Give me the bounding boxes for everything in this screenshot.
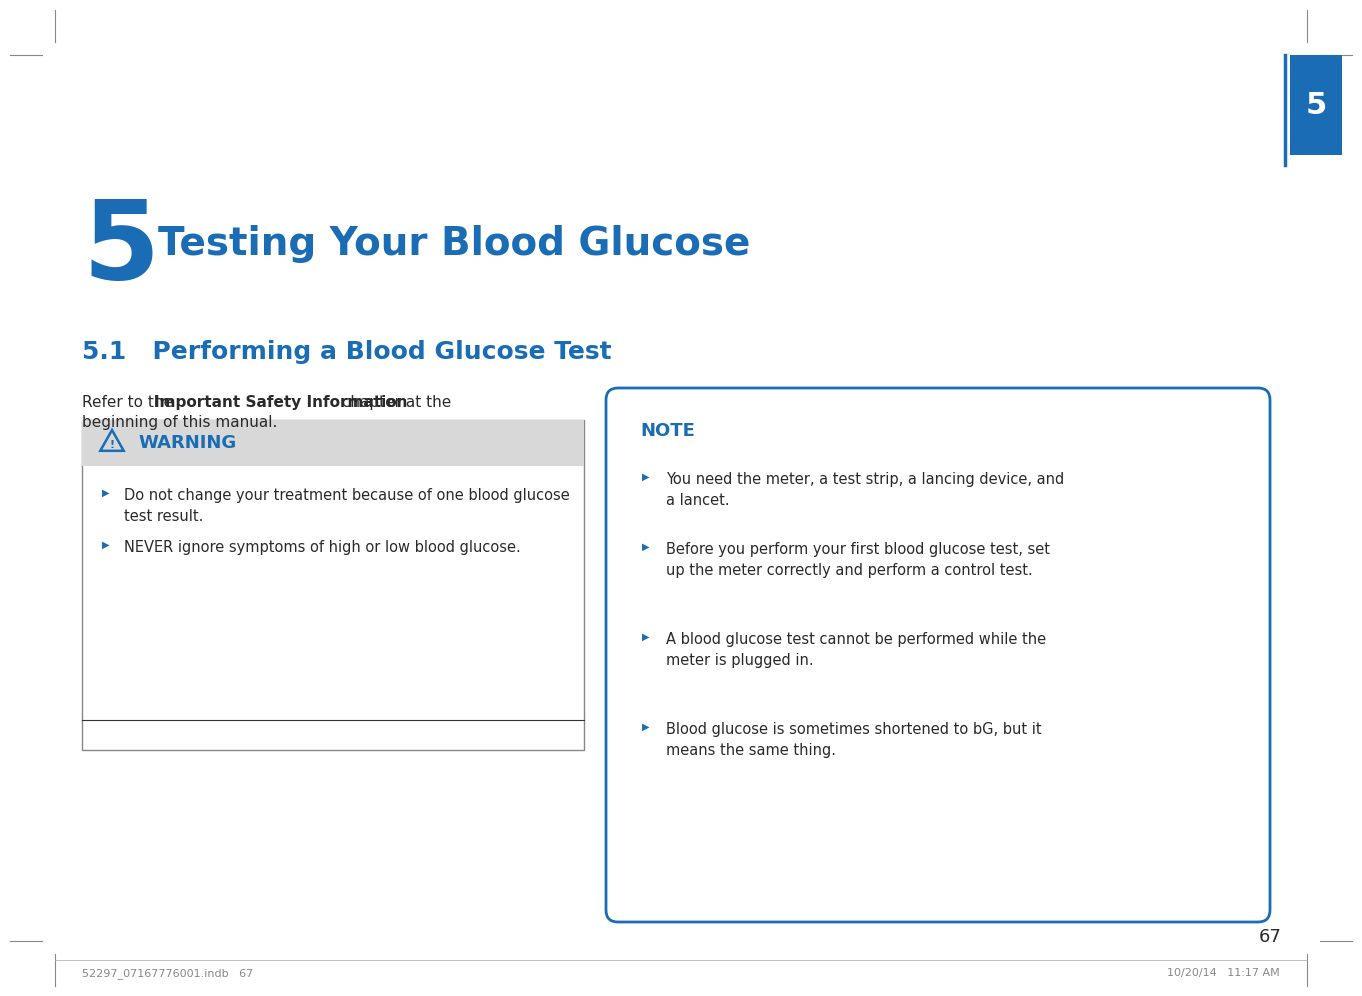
Text: Testing Your Blood Glucose: Testing Your Blood Glucose [158, 225, 750, 263]
Text: Before you perform your first blood glucose test, set
up the meter correctly and: Before you perform your first blood gluc… [666, 542, 1050, 578]
Text: You need the meter, a test strip, a lancing device, and
a lancet.: You need the meter, a test strip, a lanc… [666, 472, 1064, 508]
FancyBboxPatch shape [1290, 55, 1342, 155]
Text: 5: 5 [82, 195, 159, 302]
Text: ▶: ▶ [643, 722, 650, 732]
Text: ▶: ▶ [643, 472, 650, 482]
FancyBboxPatch shape [82, 420, 584, 466]
Text: Important Safety Information: Important Safety Information [154, 395, 407, 410]
Text: 52297_07167776001.indb   67: 52297_07167776001.indb 67 [82, 968, 253, 979]
Text: ▶: ▶ [102, 540, 110, 550]
Text: WARNING: WARNING [138, 434, 236, 452]
Text: chapter at the: chapter at the [336, 395, 451, 410]
Text: ▶: ▶ [643, 632, 650, 642]
Text: Blood glucose is sometimes shortened to bG, but it
means the same thing.: Blood glucose is sometimes shortened to … [666, 722, 1042, 758]
Text: Refer to the: Refer to the [82, 395, 178, 410]
Text: A blood glucose test cannot be performed while the
meter is plugged in.: A blood glucose test cannot be performed… [666, 632, 1046, 668]
FancyBboxPatch shape [82, 420, 584, 750]
Text: !: ! [109, 440, 114, 450]
FancyBboxPatch shape [606, 388, 1269, 922]
Text: NOTE: NOTE [640, 422, 695, 440]
Text: 67: 67 [1258, 928, 1282, 946]
Text: Do not change your treatment because of one blood glucose
test result.: Do not change your treatment because of … [124, 488, 569, 524]
Text: beginning of this manual.: beginning of this manual. [82, 415, 278, 430]
Text: 10/20/14   11:17 AM: 10/20/14 11:17 AM [1167, 968, 1280, 978]
Text: NEVER ignore symptoms of high or low blood glucose.: NEVER ignore symptoms of high or low blo… [124, 540, 520, 555]
Text: 5.1   Performing a Blood Glucose Test: 5.1 Performing a Blood Glucose Test [82, 340, 612, 364]
Text: ▶: ▶ [102, 488, 110, 498]
Text: ▶: ▶ [643, 542, 650, 552]
Text: 5: 5 [1305, 91, 1327, 120]
